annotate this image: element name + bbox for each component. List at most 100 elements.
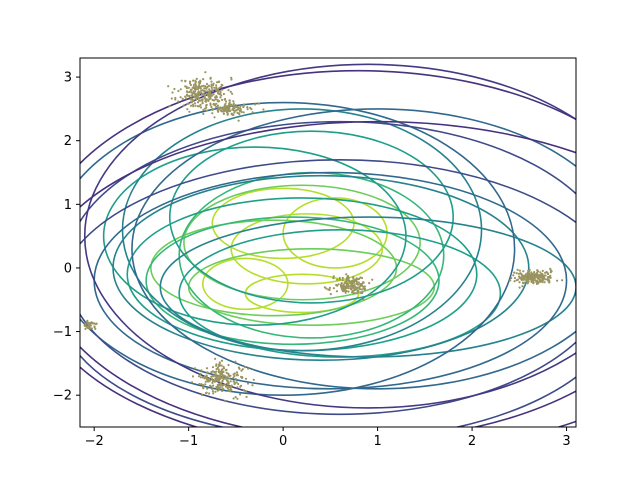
scatter-point [252, 378, 255, 381]
scatter-point [212, 82, 215, 85]
scatter-point [217, 370, 220, 373]
scatter-point [209, 76, 212, 79]
scatter-point [213, 86, 216, 89]
scatter-point [211, 379, 214, 382]
scatter-point [217, 100, 220, 103]
scatter-point [332, 287, 335, 290]
scatter-point [220, 369, 223, 372]
scatter-point [230, 112, 233, 116]
scatter-point [203, 94, 206, 97]
scatter-point [233, 111, 236, 114]
scatter-point [335, 290, 338, 293]
scatter-point [556, 279, 559, 282]
scatter-point [184, 80, 187, 83]
scatter-point [336, 278, 339, 281]
contour-line-19 [131, 108, 576, 390]
scatter-point [199, 106, 203, 109]
scatter-point [217, 388, 220, 391]
scatter-point [538, 275, 541, 278]
scatter-point [345, 273, 348, 276]
y-tick-label: 1 [64, 198, 72, 213]
scatter-point [212, 374, 215, 377]
scatter-point [352, 286, 355, 289]
scatter-point [242, 111, 245, 114]
scatter-point [226, 110, 229, 113]
scatter-point [512, 274, 515, 277]
scatter-point [218, 378, 221, 382]
scatter-point [541, 281, 544, 284]
scatter-point [83, 324, 87, 327]
scatter-point [199, 80, 202, 83]
scatter-point [541, 269, 544, 272]
scatter-point [191, 94, 194, 97]
scatter-point [228, 102, 231, 105]
scatter-point [205, 109, 208, 112]
scatter-point [202, 108, 205, 111]
scatter-point [544, 278, 548, 281]
scatter-point [355, 282, 358, 285]
scatter-point [221, 387, 224, 390]
scatter-point [533, 275, 536, 279]
scatter-point [345, 289, 348, 293]
x-axis: −2 −1 0 1 2 3 [85, 427, 571, 449]
scatter-point [536, 269, 539, 272]
scatter-point [214, 390, 217, 393]
scatter-point [237, 119, 240, 122]
scatter-point [222, 92, 225, 96]
scatter-point [217, 80, 220, 83]
y-tick-label: −2 [53, 389, 72, 404]
scatter-point [227, 89, 230, 92]
scatter-point [513, 271, 516, 274]
scatter-point [206, 387, 209, 390]
scatter-point [212, 392, 215, 395]
scatter-point [541, 277, 544, 280]
scatter-point [347, 290, 350, 293]
scatter-point [227, 386, 230, 389]
scatter-point [329, 293, 332, 296]
scatter-point [532, 282, 535, 285]
scatter-point [225, 100, 228, 103]
scatter-point [228, 106, 231, 109]
scatter-point [205, 104, 208, 107]
scatter-point [220, 83, 223, 86]
scatter-point [247, 367, 250, 370]
scatter-point [332, 275, 335, 278]
scatter-point [189, 104, 193, 107]
scatter-point [226, 112, 229, 115]
scatter-point [239, 107, 242, 110]
scatter-point [198, 92, 201, 95]
scatter-point [244, 377, 248, 380]
scatter-point [189, 82, 192, 85]
scatter-point [93, 325, 96, 328]
contour-line-24 [80, 120, 576, 427]
scatter-point [217, 368, 220, 371]
scatter-point [203, 90, 206, 93]
scatter-point [546, 271, 549, 275]
scatter-point [352, 281, 355, 284]
scatter-point [357, 277, 361, 280]
scatter-point [174, 98, 177, 101]
scatter-point [204, 383, 207, 386]
scatter-point [200, 393, 204, 397]
scatter-point [192, 100, 195, 103]
scatter-point [201, 98, 204, 101]
scatter-point [210, 80, 213, 83]
scatter-point [347, 283, 350, 286]
scatter-point [170, 97, 173, 100]
scatter-point [226, 379, 229, 382]
scatter-point [235, 381, 238, 384]
scatter-point [338, 278, 341, 281]
scatter-point [237, 366, 240, 369]
scatter-point [543, 276, 546, 279]
scatter-point [242, 103, 245, 106]
scatter-point [349, 287, 352, 290]
scatter-point [168, 105, 171, 108]
scatter-point [519, 272, 522, 275]
scatter-point [345, 287, 348, 290]
scatter-point [188, 95, 191, 98]
scatter-point [347, 280, 351, 283]
scatter-point [211, 107, 214, 111]
scatter-point [222, 112, 225, 115]
scatter-point [543, 281, 546, 284]
